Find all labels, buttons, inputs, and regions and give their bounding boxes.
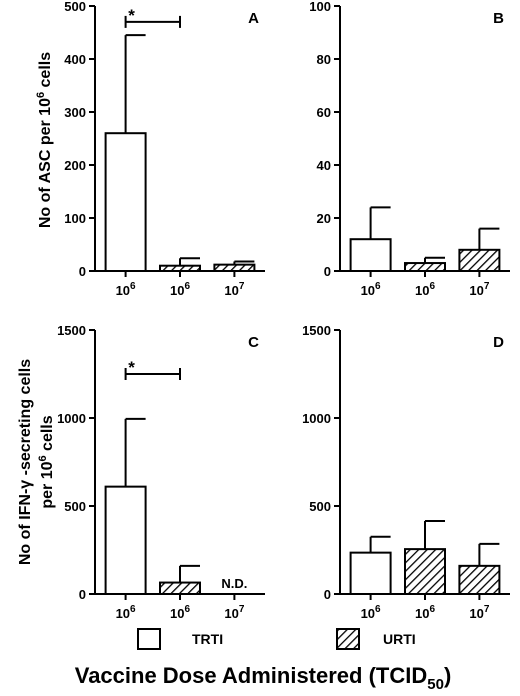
- y-tick-label: 0: [79, 264, 86, 279]
- x-tick-label: 106: [415, 281, 435, 298]
- panel-letter: C: [248, 334, 259, 351]
- bar-urti: [159, 581, 201, 595]
- x-tick-label: 106: [170, 281, 190, 298]
- bar-trti: [104, 485, 147, 596]
- y-tick-label: 0: [79, 587, 86, 602]
- ylabel-bottom-line2: per 106 cells: [37, 415, 56, 508]
- ylabel-bottom-line1: No of IFN-γ -secreting cells: [17, 359, 34, 565]
- x-tick-label: 107: [469, 281, 489, 298]
- bar-trti: [349, 238, 392, 272]
- y-tick-label: 20: [317, 211, 331, 226]
- panel-d: 0 500 1000 1500 D 106 106 107: [302, 323, 510, 621]
- y-tick-label: 200: [64, 158, 86, 173]
- bar-urti: [159, 264, 201, 273]
- significance-star: *: [128, 6, 135, 25]
- bar-trti: [349, 551, 392, 596]
- legend-urti-swatch: [336, 628, 360, 650]
- bar-urti: [458, 564, 501, 596]
- bar-trti: [104, 132, 147, 272]
- y-tick-label: 1000: [57, 411, 86, 426]
- x-tick-label: 106: [170, 604, 190, 621]
- y-tick-label: 500: [309, 499, 331, 514]
- y-tick-label: 1500: [302, 323, 331, 338]
- panel-letter: D: [493, 334, 504, 351]
- x-tick-label: 106: [116, 604, 136, 621]
- x-tick-label: 106: [361, 281, 381, 298]
- y-tick-label: 0: [324, 264, 331, 279]
- x-tick-label: 107: [469, 604, 489, 621]
- panels: 0 100 200 300 400 500 A 106 106 107 * 0 20 40 60 80 100 B…: [57, 0, 510, 621]
- bar-urti: [458, 248, 501, 273]
- y-tick-label: 40: [317, 158, 331, 173]
- y-tick-label: 100: [309, 0, 331, 14]
- x-tick-label: 107: [224, 604, 244, 621]
- significance-star: *: [128, 358, 135, 377]
- panel-letter: A: [248, 10, 259, 27]
- bar-urti: [404, 262, 446, 272]
- legend-trti-label: TRTI: [192, 631, 223, 647]
- y-tick-label: 80: [317, 52, 331, 67]
- panel-a: 0 100 200 300 400 500 A 106 106 107 *: [64, 0, 265, 298]
- panel-b: 0 20 40 60 80 100 B 106 106 107: [309, 0, 510, 298]
- legend-trti-swatch: [137, 628, 161, 650]
- panel-c: 0 500 1000 1500 C 106 106 107 N.D. *: [57, 323, 265, 621]
- x-tick-label: 107: [224, 281, 244, 298]
- y-tick-label: 0: [324, 587, 331, 602]
- y-tick-label: 1000: [302, 411, 331, 426]
- x-tick-label: 106: [116, 281, 136, 298]
- y-tick-label: 400: [64, 52, 86, 67]
- y-tick-label: 100: [64, 211, 86, 226]
- x-tick-label: 106: [361, 604, 381, 621]
- nd-label: N.D.: [221, 576, 247, 591]
- y-tick-label: 300: [64, 105, 86, 120]
- bar-urti: [213, 263, 256, 273]
- y-tick-label: 60: [317, 105, 331, 120]
- x-tick-label: 106: [415, 604, 435, 621]
- y-tick-label: 500: [64, 499, 86, 514]
- bar-urti: [404, 548, 446, 595]
- ylabel-top: No of ASC per 106 cells: [35, 52, 54, 228]
- y-tick-label: 1500: [57, 323, 86, 338]
- y-tick-label: 500: [64, 0, 86, 14]
- panel-letter: B: [493, 10, 504, 27]
- legend-urti-label: URTI: [383, 631, 416, 647]
- xaxis-title: Vaccine Dose Administered (TCID50): [75, 663, 452, 693]
